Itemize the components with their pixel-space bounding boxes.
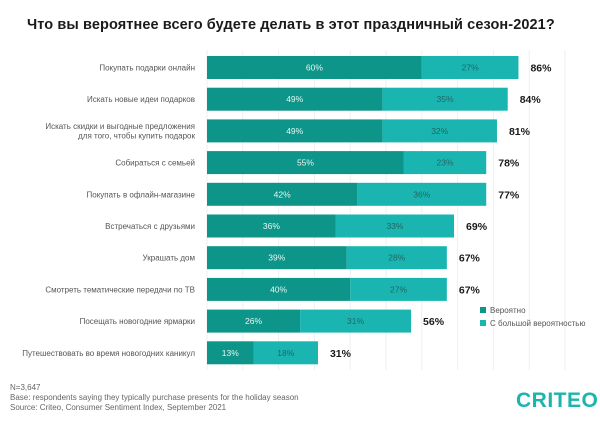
bar-segment-likely (207, 182, 358, 206)
category-label: Встречаться с друзьями (105, 222, 195, 231)
legend: Вероятно С большой вероятностью (480, 306, 585, 328)
total-value-label: 56% (423, 316, 445, 328)
segment-value-label: 32% (431, 126, 448, 136)
total-value-label: 77% (498, 189, 520, 201)
total-value-label: 78% (498, 158, 520, 170)
bar-segment-likely (207, 214, 336, 238)
bar-segment-very-likely (421, 56, 519, 79)
base-note: Base: respondents saying they typically … (10, 393, 299, 402)
bar-segment-likely (207, 56, 422, 79)
legend-label: Вероятно (490, 306, 526, 315)
stacked-bar-chart: Покупать подарки онлайн Искать новые идеи… (22, 50, 585, 371)
segment-value-label: 27% (462, 63, 479, 73)
bar-segment-very-likely (403, 151, 487, 175)
bar-segment-likely (207, 277, 351, 301)
total-value-label: 67% (459, 253, 481, 265)
bar-segment-very-likely (346, 246, 447, 270)
bar-segment-very-likely (300, 309, 412, 333)
footnote: N=3,647 Base: respondents saying they ty… (10, 383, 299, 413)
category-label: Путешествовать во время новогодних каник… (22, 349, 195, 358)
bar-segment-likely (207, 151, 404, 175)
source-note: Source: Criteo, Consumer Sentiment Index… (10, 403, 227, 412)
segment-value-label: 36% (263, 221, 280, 231)
segment-value-label: 60% (306, 63, 323, 73)
category-label: Покупать в офлайн-магазине (87, 190, 196, 199)
segment-value-label: 31% (347, 316, 364, 326)
legend-swatch (480, 307, 486, 313)
segment-value-label: 13% (222, 348, 239, 358)
bar-segment-likely (207, 246, 347, 270)
segment-value-label: 18% (277, 348, 294, 358)
criteo-logo: CRITEO (516, 389, 599, 412)
total-value-label: 31% (330, 348, 352, 360)
legend-swatch (480, 320, 486, 326)
total-value-label: 81% (509, 126, 531, 138)
segment-value-label: 26% (245, 316, 262, 326)
bar-segment-likely (207, 87, 383, 111)
chart-title: Что вы вероятнее всего будете делать в э… (27, 17, 555, 33)
segment-value-label: 28% (388, 253, 405, 263)
category-label: Смотреть тематические передачи по ТВ (45, 285, 195, 294)
bar-segment-likely (207, 341, 254, 365)
segment-value-label: 55% (297, 158, 314, 168)
segment-value-label: 42% (274, 189, 291, 199)
bar-segment-very-likely (335, 214, 455, 238)
segment-value-label: 27% (390, 284, 407, 294)
segment-value-label: 40% (270, 284, 287, 294)
category-label: Собираться с семьей (115, 159, 195, 168)
bar-segment-very-likely (382, 87, 508, 111)
total-value-label: 67% (459, 284, 481, 296)
category-label: Искать скидки и выгодные предложения для … (45, 122, 195, 141)
segment-value-label: 35% (437, 94, 454, 104)
segment-value-label: 33% (386, 221, 403, 231)
bar-segment-very-likely (350, 277, 447, 301)
legend-label: С большой вероятностью (490, 319, 585, 328)
category-label: Украшать дом (143, 254, 195, 263)
bar-segment-very-likely (357, 182, 487, 206)
total-value-label: 84% (520, 94, 542, 106)
bars: 60% 27% 49% 35% 49% 32% 55% 23% 42% 36% 36% 33% 39% 2… (207, 56, 519, 365)
category-label: Искать новые идеи подарков (87, 95, 195, 104)
total-value-label: 86% (530, 63, 552, 75)
total-labels: 86% 84% 81% 78% 77% 69% 67% 67% 56% 31% (330, 63, 552, 360)
sample-size: N=3,647 (10, 383, 41, 392)
bar-segment-likely (207, 309, 301, 333)
bar-segment-very-likely (253, 341, 318, 365)
total-value-label: 69% (466, 221, 488, 233)
category-labels: Покупать подарки онлайн Искать новые идеи… (22, 64, 195, 358)
category-label: Посещать новогодние ярмарки (80, 317, 195, 326)
segment-value-label: 49% (286, 126, 303, 136)
segment-value-label: 36% (413, 189, 430, 199)
bar-segment-likely (207, 119, 383, 143)
segment-value-label: 49% (286, 94, 303, 104)
segment-value-label: 39% (268, 253, 285, 263)
bar-segment-very-likely (382, 119, 497, 143)
segment-value-label: 23% (437, 158, 454, 168)
category-label: Покупать подарки онлайн (99, 64, 195, 73)
